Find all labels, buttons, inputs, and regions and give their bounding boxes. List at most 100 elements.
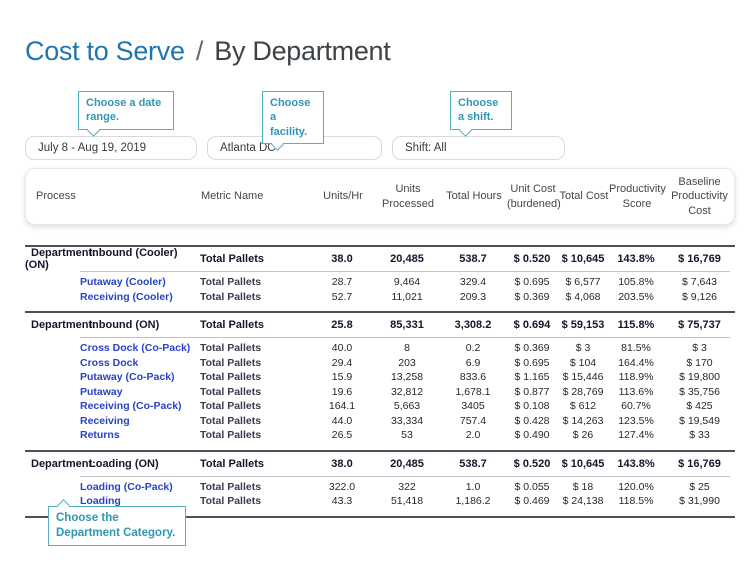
cell-baseline-cost: $ 25 (689, 480, 710, 493)
cell-metric: Total Pallets (200, 429, 262, 442)
cell-units-processed: 11,021 (391, 290, 423, 303)
cell-baseline-cost: $ 31,990 (679, 495, 720, 508)
department-separator (80, 475, 730, 477)
column-header-metric-name: Metric Name (201, 190, 264, 203)
cell-unit-cost: $ 0.694 (513, 319, 551, 331)
cell-units-hr: 38.0 (331, 253, 353, 265)
cell-units-processed: 5,663 (393, 400, 421, 413)
process-link[interactable]: Loading (80, 495, 121, 508)
cell-total-hours: 1,186.2 (455, 495, 491, 508)
cell-unit-cost: $ 0.055 (514, 480, 550, 493)
department-row: Department:Inbound (Cooler) (ON) Total P… (25, 247, 735, 271)
cell-unit-cost: $ 0.469 (514, 495, 550, 508)
cell-units-processed: 51,418 (390, 495, 424, 508)
department-name: Inbound (ON) (89, 319, 160, 331)
cell-baseline-cost: $ 75,737 (678, 319, 721, 331)
cell-baseline-cost: $ 170 (686, 356, 713, 369)
cell-total-cost: $ 28,769 (562, 385, 604, 398)
cell-productivity-score: 115.8% (617, 319, 655, 331)
table-row: Loading Total Pallets 43.3 51,418 1,186.… (25, 494, 735, 509)
column-header-process: Process (36, 190, 76, 203)
tooltip-department-category: Choose the Department Category. (48, 506, 186, 546)
column-header-productivity-score: Productivity Score (609, 183, 666, 210)
table-row: Returns Total Pallets 26.5 53 2.0 $ 0.49… (25, 428, 735, 443)
cell-units-processed: 8 (404, 342, 410, 355)
department-section: Department:Inbound (Cooler) (ON) Total P… (25, 245, 735, 311)
cell-productivity-score: 105.8% (618, 276, 654, 289)
cell-productivity-score: 118.9% (618, 371, 654, 384)
department-separator (80, 337, 730, 338)
tooltip-date-range: Choose a date range. (78, 91, 174, 130)
cell-units-processed: 13,258 (390, 371, 424, 384)
cell-metric: Total Pallets (200, 290, 262, 303)
table-row: Putaway (Co-Pack) Total Pallets 15.9 13,… (25, 370, 735, 385)
cell-productivity-score: 143.8% (617, 457, 655, 470)
process-link[interactable]: Receiving (80, 414, 130, 427)
process-link[interactable]: Putaway (Co-Pack) (80, 371, 175, 384)
date-range-value: July 8 - Aug 19, 2019 (38, 142, 147, 154)
column-header-unit-cost: Unit Cost (burdened) (507, 183, 561, 210)
title-primary: Cost to Serve (25, 36, 185, 66)
cell-total-hours: 833.6 (459, 371, 487, 384)
cell-units-hr: 52.7 (331, 290, 353, 303)
process-link[interactable]: Cross Dock (Co-Pack) (80, 342, 191, 355)
cell-metric: Total Pallets (200, 356, 262, 369)
department-name: Inbound (Cooler) (ON) (25, 247, 178, 271)
cell-unit-cost: $ 0.369 (514, 342, 550, 355)
cell-metric: Total Pallets (200, 371, 262, 384)
cell-total-cost: $ 104 (569, 356, 597, 369)
cell-unit-cost: $ 0.695 (514, 356, 550, 369)
cell-productivity-score: 120.0% (618, 480, 654, 493)
cell-total-hours: 1.0 (465, 480, 481, 493)
department-label: Department: (31, 319, 96, 331)
table-row: Receiving (Co-Pack) Total Pallets 164.1 … (25, 399, 735, 414)
cell-baseline-cost: $ 33 (689, 429, 710, 442)
process-link[interactable]: Putaway (Cooler) (80, 276, 166, 289)
cell-metric: Total Pallets (200, 253, 264, 265)
department-section: Department:Inbound (ON) Total Pallets 25… (25, 311, 735, 450)
table-row: Putaway (Cooler) Total Pallets 28.7 9,46… (25, 275, 735, 290)
department-row: Department:Loading (ON) Total Pallets 38… (25, 452, 735, 476)
process-link[interactable]: Returns (80, 429, 120, 442)
process-link[interactable]: Loading (Co-Pack) (80, 480, 173, 493)
cell-productivity-score: 60.7% (621, 400, 651, 413)
cell-metric: Total Pallets (200, 276, 262, 289)
tooltip-date-range-text: Choose a date range. (86, 97, 162, 124)
title-secondary: By Department (214, 36, 391, 66)
cell-units-hr: 38.0 (331, 457, 353, 470)
cell-total-hours: 3,308.2 (454, 319, 492, 331)
page-title: Cost to Serve / By Department (25, 36, 391, 67)
column-header-units-processed: Units Processed (382, 183, 434, 210)
cell-units-processed: 9,464 (393, 276, 421, 289)
cell-metric: Total Pallets (200, 480, 262, 493)
cell-units-hr: 29.4 (331, 356, 353, 369)
cell-baseline-cost: $ 425 (686, 400, 713, 413)
cell-metric: Total Pallets (200, 342, 262, 355)
cell-unit-cost: $ 0.695 (514, 276, 550, 289)
cell-units-hr: 19.6 (331, 385, 353, 398)
process-link[interactable]: Receiving (Co-Pack) (80, 400, 182, 413)
table-header: Process Metric Name Units/Hr Units Proce… (25, 168, 735, 225)
process-link[interactable]: Cross Dock (80, 356, 139, 369)
process-link[interactable]: Putaway (80, 385, 123, 398)
cell-productivity-score: 143.8% (617, 253, 655, 265)
tooltip-shift: Choose a shift. (450, 91, 512, 130)
cell-unit-cost: $ 0.520 (513, 457, 551, 470)
cell-total-hours: 329.4 (459, 276, 487, 289)
column-header-total-cost: Total Cost (559, 190, 609, 203)
column-header-baseline-cost: Baseline Productivity Cost (671, 176, 728, 217)
shift-input[interactable]: Shift: All (392, 136, 565, 160)
department-name: Loading (ON) (89, 457, 159, 470)
column-header-total-hours: Total Hours (446, 190, 502, 203)
table-row: Receiving (Cooler) Total Pallets 52.7 11… (25, 290, 735, 305)
cell-baseline-cost: $ 16,769 (678, 253, 721, 265)
table-row: Cross Dock (Co-Pack) Total Pallets 40.0 … (25, 341, 735, 356)
cell-total-hours: 0.2 (465, 342, 481, 355)
cell-metric: Total Pallets (200, 457, 264, 470)
date-range-input[interactable]: July 8 - Aug 19, 2019 (25, 136, 197, 160)
cell-baseline-cost: $ 19,800 (679, 371, 720, 384)
cell-units-hr: 40.0 (331, 342, 353, 355)
process-link[interactable]: Receiving (Cooler) (80, 290, 173, 303)
cell-total-hours: 538.7 (459, 457, 487, 470)
cell-units-hr: 322.0 (328, 480, 356, 493)
